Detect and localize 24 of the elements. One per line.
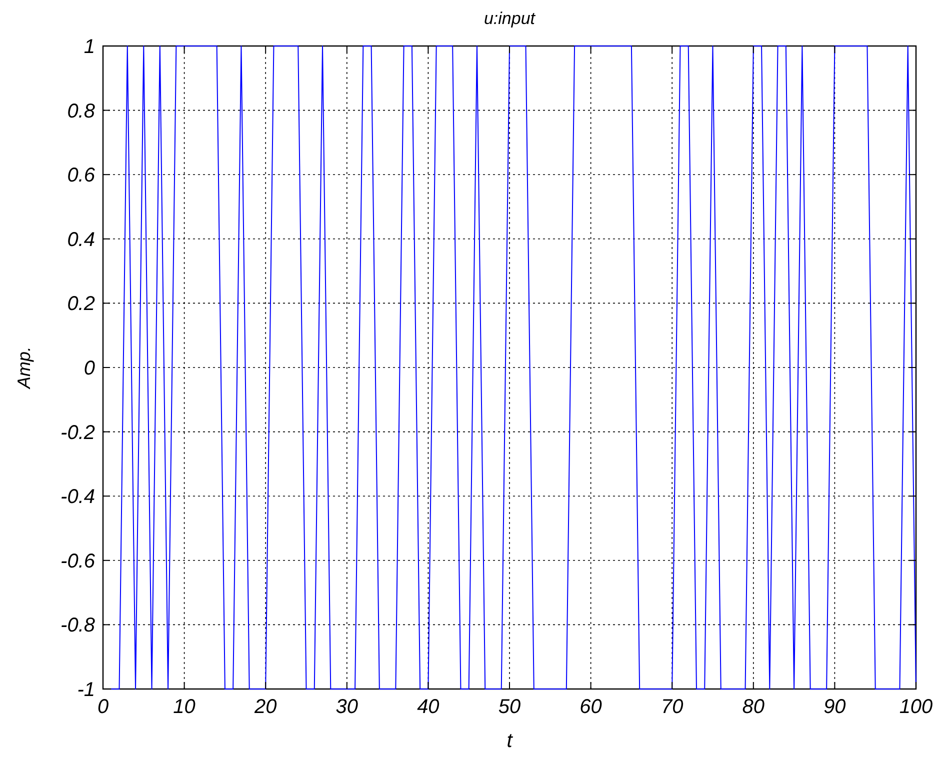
x-tick-label: 80 <box>742 696 765 718</box>
x-tick-label: 50 <box>498 696 521 718</box>
y-tick-label: 0.8 <box>67 100 95 122</box>
y-tick-label: -1 <box>77 679 95 701</box>
y-tick-label: -0.8 <box>60 614 95 637</box>
x-tick-label: 20 <box>253 696 277 718</box>
chart-title: u:input <box>484 9 536 28</box>
y-tick-label: 0.2 <box>67 293 95 316</box>
y-tick-label: 1 <box>84 36 95 58</box>
x-tick-label: 40 <box>417 696 440 718</box>
x-tick-label: 60 <box>580 696 602 718</box>
x-tick-label: 70 <box>660 696 684 718</box>
x-tick-label: 10 <box>173 696 196 718</box>
x-tick-label: 100 <box>899 696 933 718</box>
x-tick-label: 30 <box>336 696 358 718</box>
x-tick-label: 90 <box>824 696 846 718</box>
y-axis-title: Amp. <box>14 346 34 390</box>
y-tick-label: -0.6 <box>60 550 96 572</box>
y-tick-label: 0.4 <box>67 228 95 251</box>
y-tick-label: 0 <box>84 358 95 380</box>
y-tick-label: -0.2 <box>60 422 95 444</box>
y-tick-label: -0.4 <box>60 486 95 508</box>
x-axis-title: t <box>506 730 514 752</box>
y-tick-label: 0.6 <box>67 164 96 187</box>
